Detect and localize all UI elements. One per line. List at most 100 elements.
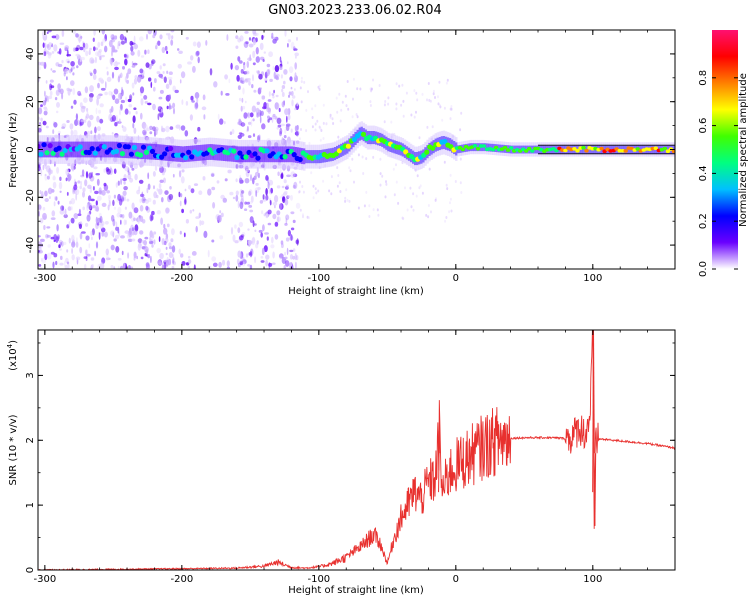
heatmap-noise-cell xyxy=(235,178,238,183)
heatmap-noise-cell xyxy=(412,192,415,196)
heatmap-noise-cell xyxy=(249,264,253,269)
heatmap-noise-cell xyxy=(67,173,72,181)
heatmap-noise-cell xyxy=(69,200,72,205)
heatmap-noise-cell xyxy=(356,87,359,91)
heatmap-noise-cell xyxy=(111,132,114,135)
heatmap-noise-cell xyxy=(295,129,300,137)
heatmap-noise-cell xyxy=(154,166,158,171)
heatmap-noise-cell xyxy=(58,181,63,190)
heatmap-noise-cell xyxy=(166,70,169,75)
colorbar-tick-label: 0.0 xyxy=(698,261,709,277)
heatmap-noise-cell xyxy=(124,206,127,210)
heatmap-noise-cell xyxy=(147,254,151,259)
heatmap-noise-cell xyxy=(163,223,166,229)
spectrogram-x-axis: -300 -200 -100 0 100 xyxy=(33,30,676,284)
heatmap-noise-cell xyxy=(74,119,79,126)
heatmap-noise-cell xyxy=(53,253,58,258)
heatmap-noise-cell xyxy=(202,94,206,101)
heatmap-noise-cell xyxy=(279,65,283,70)
heatmap-noise-cell xyxy=(460,111,463,115)
heatmap-noise-cell xyxy=(84,179,88,187)
heatmap-core-cell xyxy=(264,146,267,163)
heatmap-noise-cell xyxy=(122,178,127,181)
heatmap-noise-cell xyxy=(279,257,282,260)
heatmap-noise-cell xyxy=(56,102,60,108)
heatmap-noise-cell xyxy=(290,128,293,133)
heatmap-noise-cell xyxy=(152,34,156,39)
heatmap-noise-cell xyxy=(305,129,308,133)
heatmap-noise-cell xyxy=(178,248,181,255)
heatmap-core-cell xyxy=(220,145,224,161)
heatmap-noise-cell xyxy=(51,51,55,54)
heatmap-noise-cell xyxy=(450,107,453,111)
heatmap-noise-cell xyxy=(165,207,170,214)
heatmap-noise-cell xyxy=(265,188,268,196)
heatmap-noise-cell xyxy=(219,235,224,240)
heatmap-noise-cell xyxy=(84,86,89,94)
colorbar-label: Normalized spectral amplitude xyxy=(738,73,749,227)
ridge-cell xyxy=(530,149,535,153)
heatmap-noise-cell xyxy=(110,105,114,113)
heatmap-noise-cell xyxy=(79,46,84,51)
heatmap-noise-cell xyxy=(205,40,208,46)
heatmap-core-cell xyxy=(235,146,238,163)
heatmap-noise-cell xyxy=(39,190,42,195)
heatmap-noise-cell xyxy=(290,234,293,241)
heatmap-noise-cell xyxy=(443,160,446,164)
heatmap-noise-cell xyxy=(106,190,110,194)
heatmap-noise-cell xyxy=(425,213,428,217)
heatmap-noise-cell xyxy=(438,80,441,84)
heatmap-noise-cell xyxy=(223,121,226,125)
heatmap-noise-cell xyxy=(131,82,135,89)
heatmap-noise-cell xyxy=(245,253,249,258)
heatmap-noise-cell xyxy=(158,183,162,189)
heatmap-noise-cell xyxy=(207,249,210,258)
ridge-cell xyxy=(665,149,671,153)
heatmap-noise-cell xyxy=(224,74,229,80)
heatmap-noise-cell xyxy=(113,266,116,269)
heatmap-noise-cell xyxy=(287,61,289,65)
heatmap-noise-cell xyxy=(70,198,76,205)
heatmap-noise-cell xyxy=(359,87,362,91)
heatmap-noise-cell xyxy=(279,131,282,137)
heatmap-noise-cell xyxy=(281,85,286,89)
heatmap-noise-cell xyxy=(160,217,164,225)
heatmap-noise-cell xyxy=(157,40,161,46)
ridge-cell xyxy=(183,155,189,161)
heatmap-noise-cell xyxy=(38,127,42,133)
heatmap-noise-cell xyxy=(87,184,92,189)
heatmap-core-cell xyxy=(142,143,146,160)
heatmap-core-cell xyxy=(157,144,160,160)
heatmap-noise-cell xyxy=(427,204,430,207)
heatmap-noise-cell xyxy=(244,31,249,34)
heatmap-noise-cell xyxy=(267,115,270,119)
heatmap-noise-cell xyxy=(274,65,280,73)
heatmap-noise-cell xyxy=(115,60,118,66)
heatmap-noise-cell xyxy=(385,182,388,186)
heatmap-noise-cell xyxy=(81,105,86,109)
heatmap-noise-cell xyxy=(340,108,343,112)
heatmap-noise-cell xyxy=(158,73,163,78)
heatmap-noise-cell xyxy=(315,191,318,195)
heatmap-noise-cell xyxy=(432,89,435,93)
heatmap-noise-cell xyxy=(84,42,89,50)
heatmap-noise-cell xyxy=(60,255,63,260)
heatmap-noise-cell xyxy=(41,258,43,262)
heatmap-noise-cell xyxy=(307,90,309,94)
heatmap-noise-cell xyxy=(158,236,161,242)
heatmap-noise-cell xyxy=(162,63,166,67)
heatmap-noise-cell xyxy=(207,188,212,196)
heatmap-noise-cell xyxy=(179,230,182,235)
heatmap-noise-cell xyxy=(126,72,129,79)
heatmap-noise-cell xyxy=(167,258,172,266)
heatmap-noise-cell xyxy=(237,200,240,209)
heatmap-noise-cell xyxy=(89,47,92,51)
heatmap-noise-cell xyxy=(84,116,88,121)
heatmap-noise-cell xyxy=(133,230,138,236)
heatmap-noise-cell xyxy=(432,92,435,96)
heatmap-noise-cell xyxy=(89,96,93,103)
heatmap-noise-cell xyxy=(102,38,107,43)
heatmap-noise-cell xyxy=(99,215,103,224)
heatmap-noise-cell xyxy=(314,104,317,108)
ridge-cell xyxy=(47,143,53,149)
